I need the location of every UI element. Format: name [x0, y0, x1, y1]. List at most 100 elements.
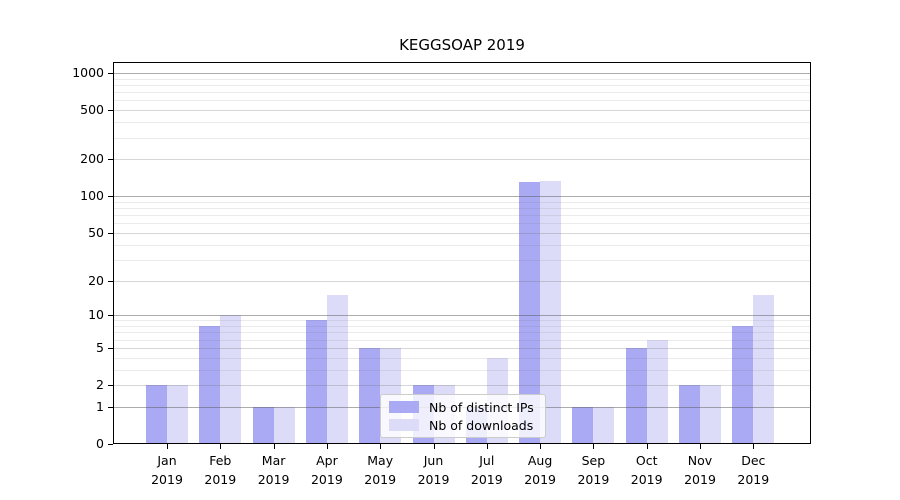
x-tick-mark	[646, 444, 648, 449]
y-gridline-major	[113, 315, 811, 317]
y-tick-mark	[108, 315, 113, 317]
y-tick-mark	[108, 347, 113, 349]
y-gridline-minor	[113, 347, 811, 349]
bar-distinct-ips-dec	[732, 326, 754, 443]
bar-distinct-ips-mar	[252, 406, 274, 443]
y-tick-label: 1	[96, 398, 104, 414]
bar-distinct-ips-may	[359, 347, 381, 443]
y-tick-label: 20	[88, 272, 104, 288]
x-tick-label: Feb 2019	[204, 453, 237, 487]
x-tick-mark	[220, 444, 222, 449]
y-tick-mark	[108, 72, 113, 74]
bar-downloads-oct	[646, 339, 668, 443]
y-tick-label: 50	[88, 224, 104, 240]
y-gridline-minor	[113, 100, 811, 102]
bar-distinct-ips-nov	[679, 385, 700, 443]
chart-title: KEGGSOAP 2019	[399, 36, 525, 54]
bar-downloads-jan	[167, 385, 188, 443]
x-tick-label: Sep 2019	[577, 453, 610, 487]
legend-label-distinct-ips: Nb of distinct IPs	[429, 399, 534, 415]
y-gridline-minor	[113, 320, 811, 322]
x-tick-label: Aug 2019	[524, 453, 556, 487]
y-gridline-minor	[113, 223, 811, 225]
y-tick-label: 200	[80, 151, 104, 167]
y-tick-mark	[108, 406, 113, 408]
x-tick-mark	[540, 444, 542, 449]
y-gridline-minor	[113, 385, 811, 386]
x-tick-label: Apr 2019	[310, 453, 343, 487]
x-tick-mark	[433, 444, 435, 449]
y-tick-mark	[108, 280, 113, 282]
bar-distinct-ips-apr	[305, 320, 327, 443]
bar-distinct-ips-aug	[519, 182, 541, 443]
y-gridline-minor	[113, 369, 811, 371]
y-gridline-minor	[113, 122, 811, 124]
legend-row-downloads: Nb of downloads	[389, 418, 537, 433]
legend-swatch-distinct-ips	[389, 401, 419, 413]
y-gridline-major	[113, 196, 811, 198]
y-gridline-minor	[113, 280, 811, 282]
y-gridline-minor	[113, 84, 811, 86]
x-tick-label: May 2019	[364, 453, 397, 487]
legend-swatch-downloads	[389, 419, 419, 431]
legend-row-distinct-ips: Nb of distinct IPs	[389, 400, 537, 415]
y-gridline-minor	[113, 92, 811, 94]
x-tick-label: Jan 2019	[151, 453, 183, 487]
bar-distinct-ips-feb	[199, 326, 221, 443]
y-gridline-minor	[113, 339, 811, 341]
x-tick-label: Oct 2019	[630, 453, 663, 487]
x-tick-mark	[700, 444, 701, 449]
x-tick-mark	[380, 444, 382, 449]
bar-distinct-ips-oct	[625, 347, 647, 443]
y-gridline-minor	[113, 159, 811, 161]
y-tick-mark	[108, 196, 113, 198]
bar-downloads-apr	[326, 295, 348, 443]
y-tick-label: 2	[96, 377, 104, 392]
x-tick-mark	[167, 444, 168, 449]
legend: Nb of distinct IPs Nb of downloads	[380, 394, 546, 438]
x-tick-label: Jun 2019	[417, 453, 450, 487]
y-gridline-minor	[113, 78, 811, 80]
y-tick-mark	[108, 385, 113, 386]
bar-distinct-ips-sep	[572, 406, 594, 443]
y-tick-mark	[108, 159, 113, 161]
bar-downloads-nov	[700, 385, 721, 443]
y-gridline-minor	[113, 215, 811, 217]
y-tick-label: 1000	[72, 64, 104, 80]
y-gridline-minor	[113, 201, 811, 203]
legend-label-downloads: Nb of downloads	[429, 417, 534, 433]
x-tick-mark	[753, 444, 755, 449]
bar-downloads-feb	[220, 315, 242, 443]
y-tick-label: 0	[96, 436, 104, 451]
x-tick-mark	[486, 444, 488, 449]
y-gridline-minor	[113, 208, 811, 209]
bar-downloads-dec	[753, 295, 775, 443]
y-tick-label: 5	[96, 339, 104, 355]
y-gridline-minor	[113, 332, 811, 334]
y-gridline-minor	[113, 259, 811, 261]
y-gridline-major	[113, 72, 811, 74]
bar-distinct-ips-jan	[146, 385, 167, 443]
bar-downloads-sep	[593, 406, 615, 443]
y-gridline-minor	[113, 326, 811, 327]
y-gridline-minor	[113, 232, 811, 234]
x-tick-mark	[326, 444, 328, 449]
y-gridline-minor	[113, 357, 811, 359]
plot-area	[113, 62, 811, 444]
y-tick-mark	[108, 444, 113, 445]
y-gridline-minor	[113, 110, 811, 112]
y-gridline-minor	[113, 137, 811, 139]
x-tick-label: Jul 2019	[470, 453, 503, 487]
bar-downloads-mar	[273, 406, 295, 443]
x-tick-label: Mar 2019	[257, 453, 290, 487]
y-tick-label: 500	[80, 102, 104, 118]
y-tick-label: 10	[88, 307, 104, 323]
y-gridline-minor	[113, 244, 811, 246]
x-tick-label: Nov 2019	[684, 453, 716, 487]
y-tick-mark	[108, 110, 113, 112]
y-tick-label: 100	[80, 188, 104, 204]
x-tick-mark	[273, 444, 275, 449]
bar-downloads-aug	[540, 180, 562, 443]
x-tick-label: Dec 2019	[737, 453, 770, 487]
